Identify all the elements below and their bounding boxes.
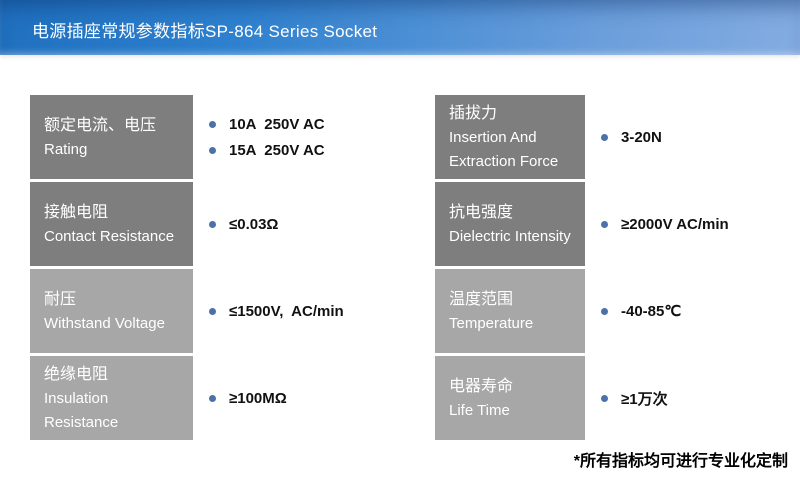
spec-label-zh: 电器寿命 <box>449 377 514 395</box>
spec-row-insulation-resistance: 绝缘电阻 Insulation Resistance ≥100MΩ <box>30 356 344 440</box>
bullet-icon <box>209 146 216 154</box>
spec-value: ≤1500V, AC/min <box>229 302 344 320</box>
spec-row-contact-resistance: 接触电阻 Contact Resistance ≤0.03Ω <box>30 182 344 266</box>
spec-row-dielectric-intensity: 抗电强度 Dielectric Intensity ≥2000V AC/min <box>435 182 729 266</box>
spec-values: ≥2000V AC/min <box>601 182 729 266</box>
spec-label: 绝缘电阻 Insulation Resistance <box>30 356 193 440</box>
spec-values: 3-20N <box>601 95 662 179</box>
spec-label-en: Insertion And Extraction Force <box>449 128 559 170</box>
spec-label-zh: 接触电阻 <box>44 203 109 221</box>
spec-value: -40-85℃ <box>621 303 682 320</box>
spec-label: 插拔力 Insertion And Extraction Force <box>435 95 585 179</box>
header-bar: 电源插座常规参数指标SP-864 Series Socket <box>0 0 800 55</box>
spec-values: ≥100MΩ <box>209 356 287 440</box>
spec-value: 15A 250V AC <box>229 141 325 159</box>
spec-label-en: Temperature <box>449 314 534 332</box>
spec-label: 额定电流、电压 Rating <box>30 95 193 179</box>
spec-label-zh: 绝缘电阻 <box>44 365 109 383</box>
spec-label-zh: 耐压 <box>44 290 77 308</box>
spec-label-en: Life Time <box>449 401 510 419</box>
spec-value: 3-20N <box>621 128 662 146</box>
spec-value: ≥100MΩ <box>229 389 287 407</box>
spec-column-right: 插拔力 Insertion And Extraction Force 3-20N… <box>435 95 729 440</box>
spec-value: ≤0.03Ω <box>229 215 279 233</box>
value-line: 3-20N <box>601 129 662 146</box>
spec-values: ≤1500V, AC/min <box>209 269 344 353</box>
spec-row-life-time: 电器寿命 Life Time ≥1万次 <box>435 356 729 440</box>
bullet-icon <box>209 307 216 315</box>
spec-row-withstand-voltage: 耐压 Withstand Voltage ≤1500V, AC/min <box>30 269 344 353</box>
page-title: 电源插座常规参数指标SP-864 Series Socket <box>32 22 378 41</box>
spec-row-insertion-force: 插拔力 Insertion And Extraction Force 3-20N <box>435 95 729 179</box>
value-line: ≤1500V, AC/min <box>209 303 344 320</box>
spec-values: ≥1万次 <box>601 356 668 440</box>
value-line: ≥1万次 <box>601 388 668 409</box>
spec-label-zh: 额定电流、电压 <box>44 116 157 134</box>
value-line: -40-85℃ <box>601 302 681 320</box>
spec-label: 温度范围 Temperature <box>435 269 585 353</box>
spec-values: ≤0.03Ω <box>209 182 278 266</box>
value-line: ≥100MΩ <box>209 390 287 407</box>
value-line: ≤0.03Ω <box>209 216 278 233</box>
spec-value: ≥1万次 <box>621 390 668 408</box>
spec-label-en: Insulation Resistance <box>44 389 119 431</box>
bullet-icon <box>209 220 216 228</box>
spec-values: 10A 250V AC 15A 250V AC <box>209 95 325 179</box>
spec-label: 耐压 Withstand Voltage <box>30 269 193 353</box>
spec-label-en: Dielectric Intensity <box>449 227 571 245</box>
spec-value: ≥2000V AC/min <box>621 215 729 233</box>
value-line: ≥2000V AC/min <box>601 216 729 233</box>
bullet-icon <box>601 133 608 141</box>
spec-row-temperature: 温度范围 Temperature -40-85℃ <box>435 269 729 353</box>
spec-values: -40-85℃ <box>601 269 681 353</box>
bullet-icon <box>209 394 216 402</box>
spec-label-zh: 插拔力 <box>449 104 498 122</box>
bullet-icon <box>601 307 608 315</box>
value-line: 15A 250V AC <box>209 142 325 159</box>
spec-row-rating: 额定电流、电压 Rating 10A 250V AC 15A 250V AC <box>30 95 344 179</box>
footnote: *所有指标均可进行专业化定制 <box>573 453 788 470</box>
spec-label: 电器寿命 Life Time <box>435 356 585 440</box>
value-line: 10A 250V AC <box>209 116 325 133</box>
bullet-icon <box>601 394 608 402</box>
spec-label: 接触电阻 Contact Resistance <box>30 182 193 266</box>
spec-value: 10A 250V AC <box>229 115 325 133</box>
spec-label-en: Rating <box>44 140 88 158</box>
spec-column-left: 额定电流、电压 Rating 10A 250V AC 15A 250V AC 接… <box>30 95 344 440</box>
spec-label-en: Withstand Voltage <box>44 314 165 332</box>
spec-label-zh: 温度范围 <box>449 290 514 308</box>
bullet-icon <box>601 220 608 228</box>
spec-label-en: Contact Resistance <box>44 227 175 245</box>
spec-label-zh: 抗电强度 <box>449 203 514 221</box>
spec-label: 抗电强度 Dielectric Intensity <box>435 182 585 266</box>
bullet-icon <box>209 120 216 128</box>
